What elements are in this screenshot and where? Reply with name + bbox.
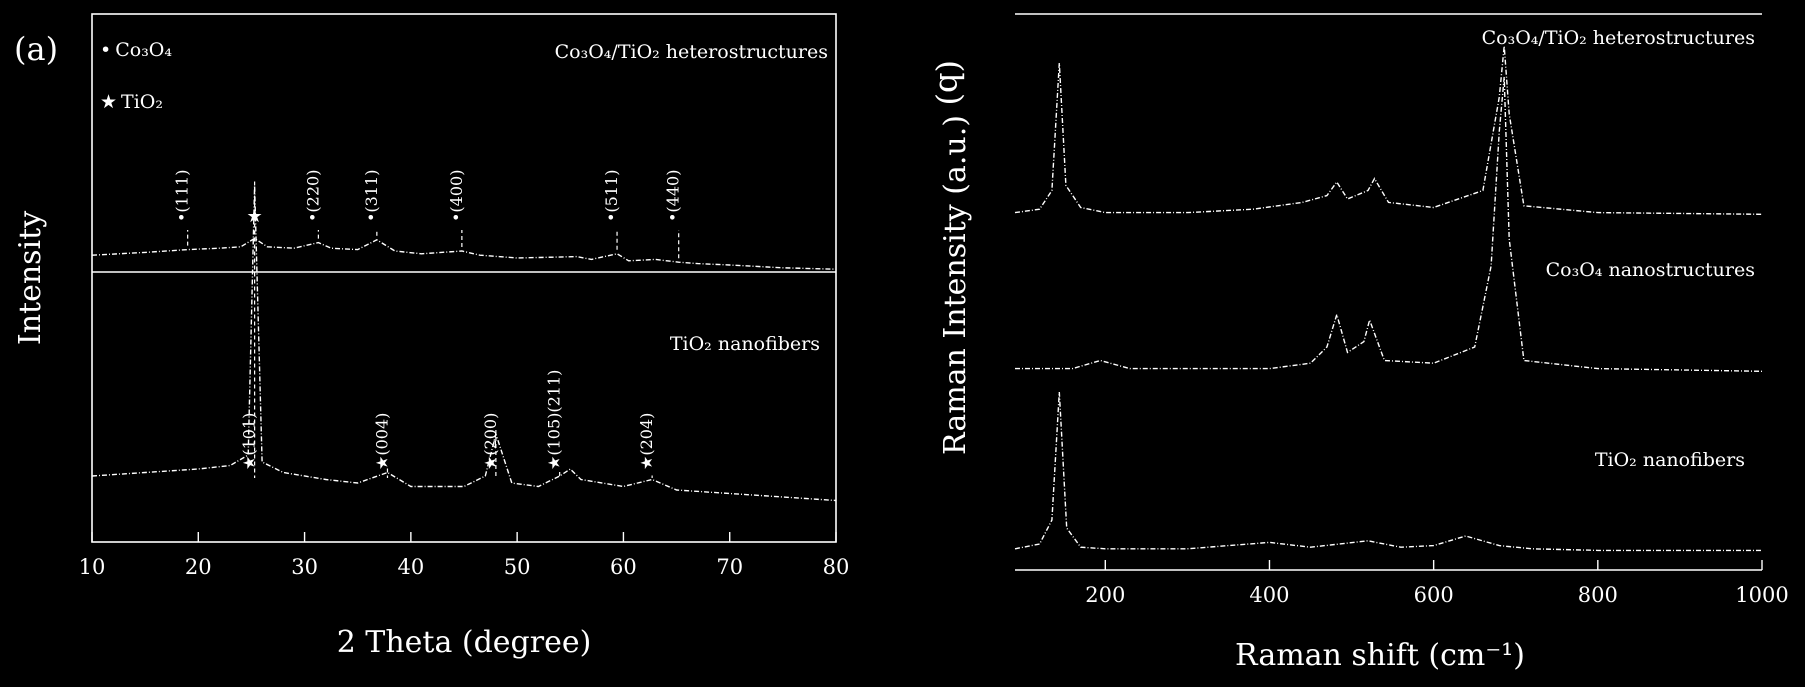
raman-chart: (b) Raman shift (cm⁻¹) Raman Intensity (… — [932, 13, 1789, 673]
peak-label-11: ★(204) — [637, 413, 656, 470]
peak-label-9: ★(200) — [481, 413, 500, 470]
traces-a — [91, 185, 837, 502]
trace-1-1 — [1015, 76, 1763, 372]
x-axis-label-b: Raman shift (cm⁻¹) — [1235, 638, 1525, 673]
x-ticks-a: 10 20 30 40 50 60 70 80 — [79, 532, 850, 579]
x-tick-label-1-1: 400 — [1249, 583, 1289, 607]
xrd-chart: (a) 2 Theta (degree) Intensity • Co₃O₄ ★ T… — [13, 13, 850, 660]
panel-label-a: (a) — [14, 30, 58, 68]
x-tick-label-1-3: 800 — [1578, 583, 1618, 607]
x-tick-label-1-2: 600 — [1414, 583, 1454, 607]
peak-label-10: ★(105)(211) — [545, 370, 564, 470]
x-tick-label-0-0: 10 — [79, 555, 106, 579]
trace-0-1 — [91, 185, 837, 502]
peak-label-4: •(400) — [447, 170, 466, 222]
peak-label-8: ★(004) — [372, 413, 391, 470]
peak-label-7: ★(101) — [240, 413, 259, 470]
peak-label-6: •(440) — [664, 170, 683, 222]
panel-label-b: (b) — [932, 60, 970, 105]
x-tick-label-0-5: 60 — [610, 555, 637, 579]
x-axis-label-a: 2 Theta (degree) — [337, 625, 592, 660]
x-tick-label-0-6: 70 — [716, 555, 743, 579]
legend-entry-tio2: ★ TiO₂ — [100, 91, 163, 113]
trace-1-2 — [1014, 391, 1762, 552]
x-tick-label-0-3: 40 — [397, 555, 424, 579]
y-axis-label-b: Raman Intensity (a.u.) — [938, 115, 973, 455]
peak-label-0: •(111) — [173, 170, 192, 222]
series-label-a-tio2: TiO₂ nanofibers — [670, 333, 820, 355]
series-label-b-tio2: TiO₂ nanofibers — [1595, 449, 1745, 471]
peak-label-2: •(220) — [303, 170, 322, 222]
x-tick-label-0-2: 30 — [291, 555, 318, 579]
x-ticks-b: 200 400 600 800 1000 — [1085, 560, 1789, 607]
x-tick-label-1-0: 200 — [1085, 583, 1125, 607]
trace-0-0 — [91, 237, 837, 270]
y-axis-label-a: Intensity — [13, 211, 48, 345]
legend-a: • Co₃O₄ ★ TiO₂ — [100, 39, 172, 113]
x-tick-label-0-1: 20 — [185, 555, 212, 579]
series-label-b-co3o4: Co₃O₄ nanostructures — [1546, 259, 1755, 281]
peak-label-3: •(311) — [362, 170, 381, 222]
peak-label-5: •(511) — [602, 170, 621, 222]
series-label-b-heterostructures: Co₃O₄/TiO₂ heterostructures — [1482, 27, 1755, 49]
trace-1-0 — [1014, 45, 1763, 215]
x-tick-label-0-4: 50 — [504, 555, 531, 579]
x-tick-label-1-4: 1000 — [1735, 583, 1788, 607]
traces-b — [1014, 45, 1763, 552]
legend-entry-co3o4: • Co₃O₄ — [100, 39, 172, 61]
plot-frame-a — [91, 13, 837, 543]
series-label-a-heterostructures: Co₃O₄/TiO₂ heterostructures — [555, 41, 828, 63]
peak-labels-a: •(111) ★ •(220) •(311) •(400) •(511) •(440)★(1… — [173, 170, 683, 478]
x-tick-label-0-7: 80 — [823, 555, 850, 579]
